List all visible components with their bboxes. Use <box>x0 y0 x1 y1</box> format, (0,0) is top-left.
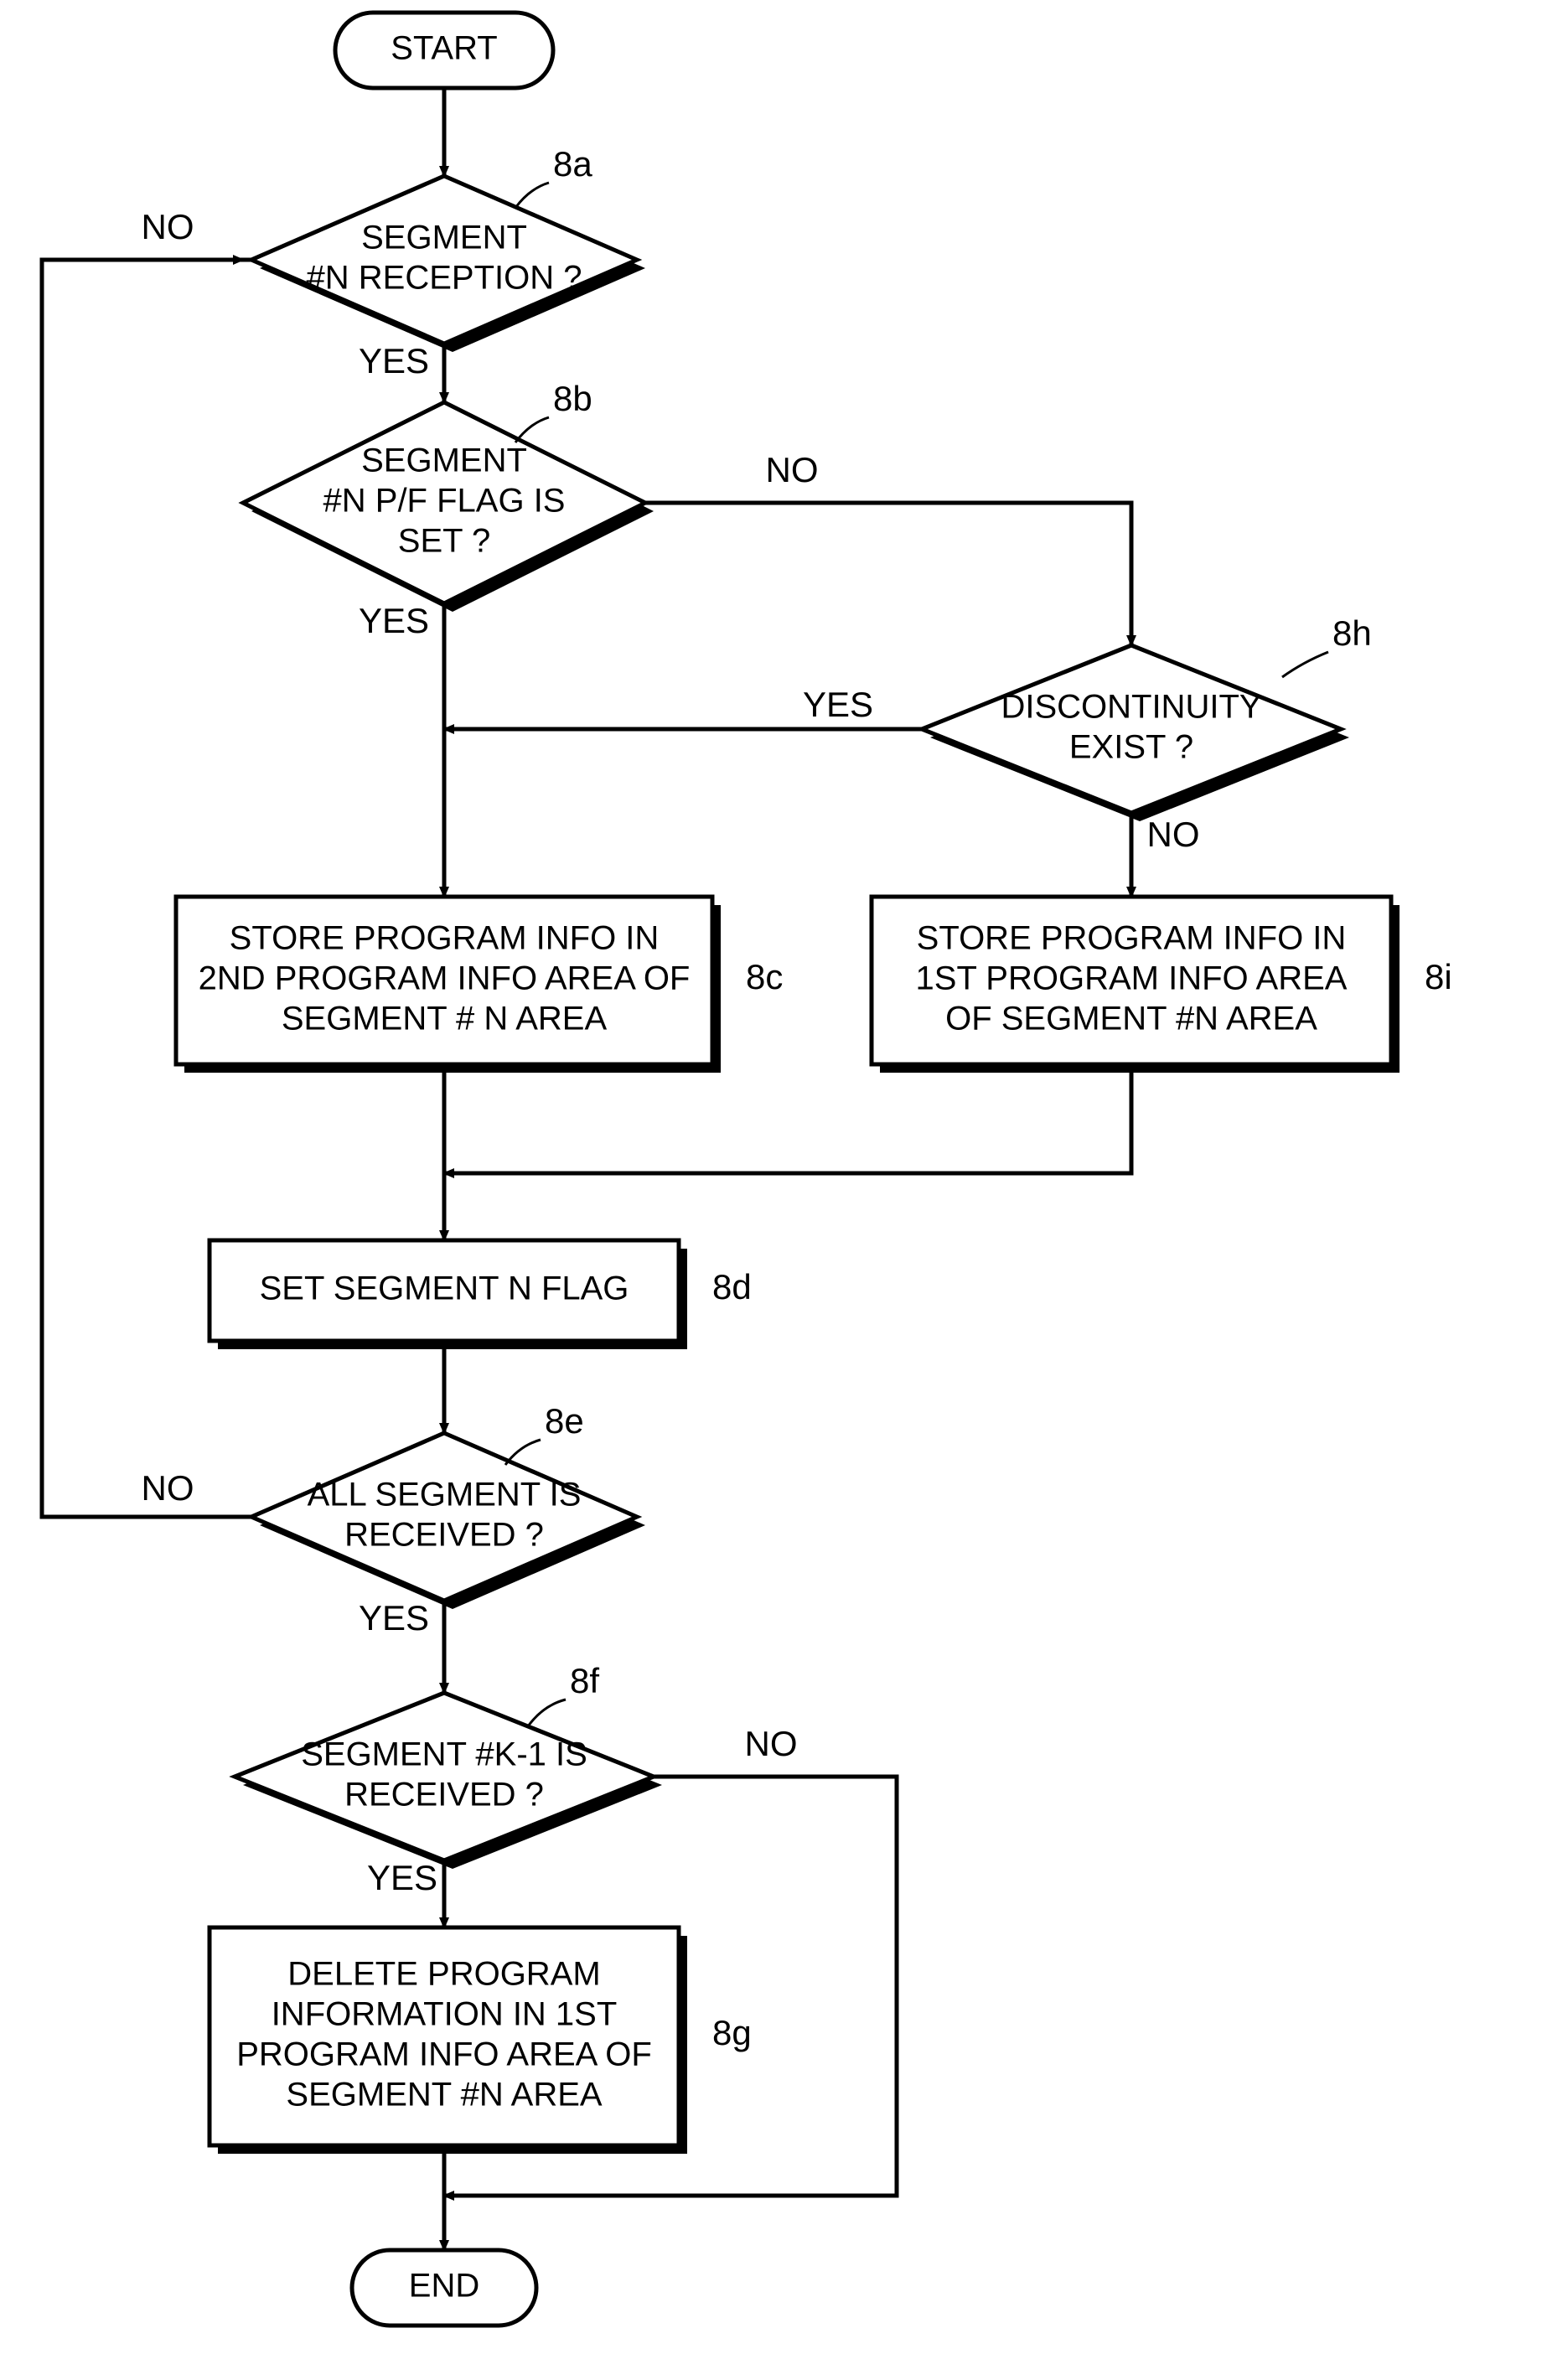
node-text: INFORMATION IN 1ST <box>272 1996 618 2033</box>
ref-label: 8c <box>746 957 783 996</box>
node-text: 1ST PROGRAM INFO AREA <box>916 960 1348 997</box>
edge-label: NO <box>1147 815 1200 854</box>
edge-label: NO <box>142 1468 194 1508</box>
node-text: EXIST ? <box>1069 729 1193 766</box>
edge-label: YES <box>359 1598 429 1638</box>
ref-leader <box>528 1700 566 1726</box>
edge-e_8i_merge <box>444 1064 1131 1173</box>
node-text: SET ? <box>398 523 490 560</box>
node-text: PROGRAM INFO AREA OF <box>236 2036 652 2073</box>
edge-label: YES <box>367 1858 437 1897</box>
ref-label: 8g <box>712 2013 752 2052</box>
ref-label: 8i <box>1425 957 1452 996</box>
edge-label: YES <box>803 685 873 724</box>
edge-label: NO <box>142 207 194 246</box>
edge-label: YES <box>359 341 429 380</box>
ref-leader <box>1282 652 1328 677</box>
node-text: START <box>391 30 497 67</box>
node-text: SEGMENT <box>361 442 527 479</box>
edge-label: YES <box>359 601 429 640</box>
node-text: SEGMENT #N AREA <box>286 2077 602 2114</box>
node-text: 2ND PROGRAM INFO AREA OF <box>199 960 691 997</box>
node-text: RECEIVED ? <box>344 1777 544 1813</box>
ref-leader <box>515 183 549 208</box>
node-text: #N P/F FLAG IS <box>323 483 566 520</box>
node-text: #N RECEPTION ? <box>307 260 582 297</box>
edge-label: NO <box>766 450 819 489</box>
node-text: SEGMENT <box>361 220 527 256</box>
node-text: OF SEGMENT #N AREA <box>945 1001 1317 1037</box>
ref-label: 8e <box>545 1401 584 1441</box>
node-text: DELETE PROGRAM <box>287 1956 600 1993</box>
edge-label: NO <box>745 1724 798 1763</box>
ref-label: 8h <box>1332 613 1372 653</box>
node-text: END <box>409 2268 479 2305</box>
node-text: SEGMENT # N AREA <box>282 1001 608 1037</box>
node-text: SEGMENT #K-1 IS <box>301 1736 587 1773</box>
ref-label: 8a <box>553 144 592 184</box>
node-text: STORE PROGRAM INFO IN <box>917 920 1347 957</box>
node-text: DISCONTINUITY <box>1001 689 1261 726</box>
node-text: ALL SEGMENT IS <box>308 1477 582 1513</box>
node-text: SET SEGMENT N FLAG <box>260 1270 629 1307</box>
ref-label: 8d <box>712 1267 752 1306</box>
ref-label: 8b <box>553 379 592 418</box>
ref-label: 8f <box>570 1661 599 1700</box>
node-text: STORE PROGRAM INFO IN <box>230 920 660 957</box>
node-text: RECEIVED ? <box>344 1517 544 1554</box>
edge-e_8b_no <box>645 503 1131 645</box>
flowchart: START SEGMENT #N RECEPTION ? SEGMENT #N P/F … <box>0 0 1547 2380</box>
